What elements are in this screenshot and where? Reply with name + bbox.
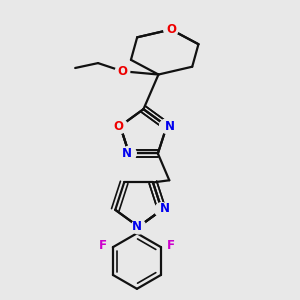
Text: O: O: [118, 65, 128, 78]
Circle shape: [113, 119, 127, 133]
Circle shape: [155, 202, 169, 217]
Text: N: N: [164, 120, 174, 133]
Circle shape: [122, 146, 136, 161]
Text: N: N: [160, 202, 170, 215]
Circle shape: [160, 119, 174, 133]
Text: F: F: [167, 239, 175, 252]
Text: O: O: [113, 120, 124, 133]
Text: F: F: [99, 239, 107, 252]
Circle shape: [164, 22, 178, 37]
Text: N: N: [132, 220, 142, 233]
Circle shape: [131, 220, 146, 234]
Text: N: N: [122, 147, 131, 160]
Circle shape: [115, 64, 130, 78]
Text: O: O: [166, 23, 176, 36]
